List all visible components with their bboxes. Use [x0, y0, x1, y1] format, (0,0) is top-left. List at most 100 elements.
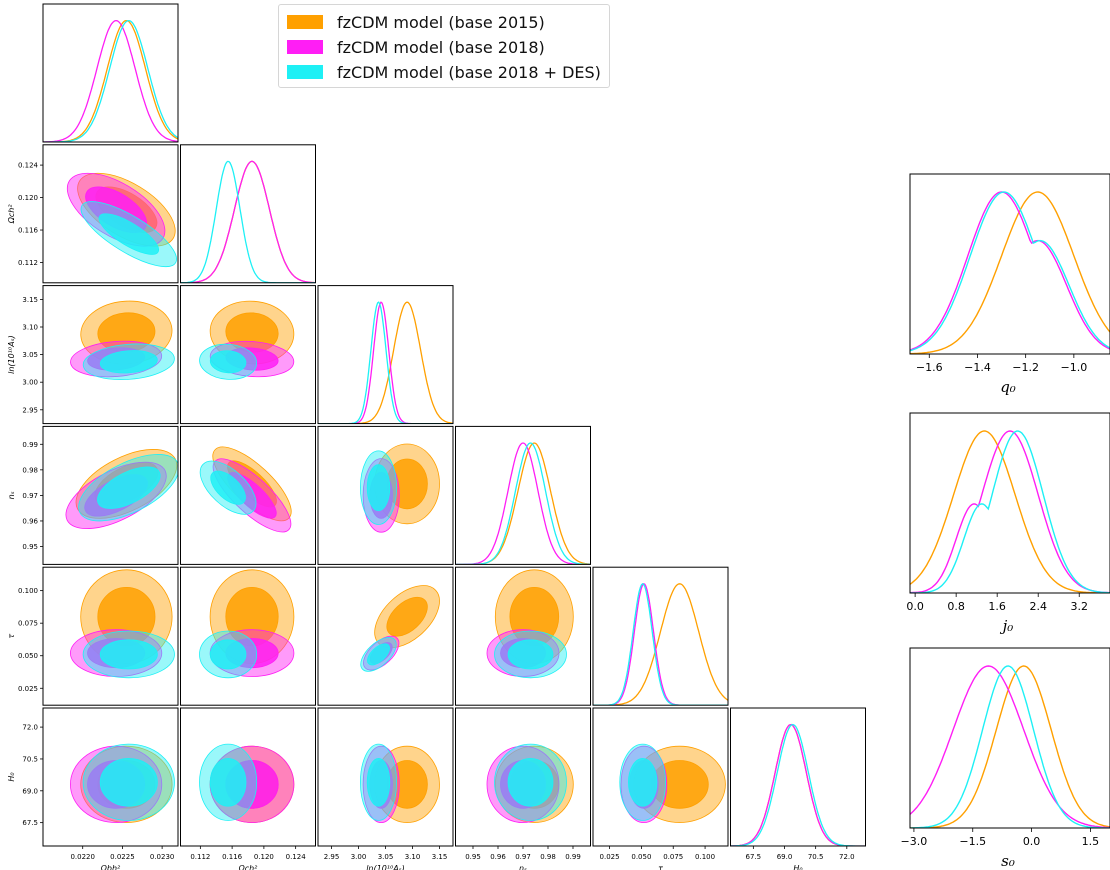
panel-content	[69, 569, 175, 679]
panel-ns-ns	[455, 425, 591, 565]
x-tick-label: 3.2	[1070, 600, 1088, 613]
panel-ns-tau	[455, 566, 591, 706]
panel-frame	[42, 144, 179, 284]
marginal-curve-base2018	[455, 442, 591, 565]
contour-68-base2018_DES	[99, 639, 158, 670]
panel-content	[359, 443, 440, 533]
panel-content	[318, 301, 453, 424]
legend-item-base2018-des: fzCDM model (base 2018 + DES)	[287, 61, 601, 83]
legend-swatch-magenta	[287, 40, 323, 54]
x-tick-label: 0.97	[515, 853, 531, 861]
x-tick-label: 2.95	[324, 853, 340, 861]
y-tick-label: 70.5	[22, 755, 38, 763]
panel-frame	[180, 425, 316, 565]
panel-frame	[730, 707, 866, 847]
panel-content	[199, 743, 295, 824]
x-tick-label: 0.0220	[70, 853, 95, 861]
contour-68-base2018_DES	[507, 757, 554, 807]
marginal-curve-base2018_DES	[43, 19, 178, 142]
panel-frame	[42, 707, 179, 847]
x-tick-label: −1.5	[959, 835, 986, 848]
panel-tau-tau	[592, 566, 729, 706]
y-tick-label: 0.050	[18, 652, 38, 660]
y-tick-label: 3.00	[22, 379, 38, 387]
x-tick-label: −1.2	[1012, 361, 1039, 374]
x-axis-label: H₀	[793, 864, 803, 870]
legend: fzCDM model (base 2015) fzCDM model (bas…	[278, 4, 610, 88]
panel-content	[66, 172, 177, 268]
x-tick-label: 0.100	[695, 853, 715, 861]
panel-omega_b-ns: 0.95 0.96 0.97 0.98 0.99 nₛ	[7, 425, 179, 565]
y-tick-label: 0.120	[18, 194, 38, 202]
marginal-curve-base2018	[43, 19, 178, 142]
y-tick-label: 69.0	[22, 787, 38, 795]
marginal-curve-base2018	[593, 583, 728, 706]
x-tick-label: 3.00	[351, 853, 367, 861]
derived-panel-s0: −3.0 −1.5 0.0 1.5 s₀	[901, 647, 1110, 870]
y-tick-label: 0.116	[18, 227, 39, 235]
derived-content	[910, 665, 1110, 828]
panel-frame	[42, 566, 179, 706]
y-tick-label: 0.025	[18, 685, 38, 693]
x-tick-label: 0.0	[906, 600, 924, 613]
contour-68-base2018_DES	[367, 643, 390, 666]
panel-omega_c-omega_c	[180, 144, 316, 284]
panel-content	[199, 446, 292, 533]
y-axis-label: Ωch²	[7, 204, 16, 225]
x-tick-label: −1.4	[964, 361, 991, 374]
derived-curve-base2015	[910, 430, 1110, 593]
y-tick-label: 0.124	[18, 162, 39, 170]
panel-frame	[317, 425, 454, 565]
panel-frame	[180, 566, 316, 706]
y-axis-label: τ	[7, 634, 16, 639]
y-tick-label: 2.95	[22, 406, 38, 414]
contour-68-base2018_DES	[507, 639, 554, 670]
x-tick-label: 70.5	[808, 853, 824, 861]
x-tick-label: 0.112	[190, 853, 210, 861]
y-tick-label: 0.99	[22, 441, 38, 449]
marginal-curve-base2018	[730, 723, 866, 846]
panel-content	[199, 569, 295, 679]
panel-omega_b-H0: 0.0220 0.0225 0.0230 Ωbh² 67.5 69.0 70.5 72.0 H₀	[7, 707, 179, 870]
panel-omega_c-tau	[180, 566, 316, 706]
derived-curve-base2018	[910, 665, 1110, 828]
marginal-curve-base2015	[593, 583, 728, 706]
x-tick-label: 67.5	[746, 853, 762, 861]
panel-omega_b-logA: 2.95 3.00 3.05 3.10 3.15 ln(10¹⁰Aₛ)	[7, 285, 179, 425]
contour-68-base2018_DES	[98, 213, 160, 255]
x-tick-label: 0.0230	[150, 853, 175, 861]
marginal-curve-base2018_DES	[180, 160, 316, 283]
derived-frame	[909, 647, 1110, 829]
panel-logA-ns	[317, 425, 454, 565]
derived-curve-base2018_DES	[910, 191, 1110, 352]
y-tick-label: 67.5	[22, 819, 38, 827]
y-axis-label: nₛ	[7, 491, 16, 499]
panel-omega_b-omega_b	[42, 3, 179, 143]
panel-content	[43, 19, 178, 142]
panel-content	[70, 300, 175, 381]
marginal-curve-base2015	[455, 442, 591, 565]
panel-logA-tau	[317, 566, 454, 706]
derived-curve-base2015	[910, 191, 1110, 354]
x-axis-label: j₀	[1000, 617, 1014, 635]
panel-content	[180, 160, 316, 283]
x-axis-label: ln(10¹⁰Aₛ)	[366, 864, 405, 870]
contour-68-base2018_DES	[97, 466, 161, 509]
x-tick-label: 3.15	[432, 853, 448, 861]
y-tick-label: 3.05	[22, 351, 38, 359]
panel-content	[593, 582, 728, 706]
marginal-curve-base2018	[180, 160, 316, 283]
x-tick-label: −1.0	[1060, 361, 1087, 374]
panel-content	[65, 449, 178, 530]
x-tick-label: 2.4	[1029, 600, 1047, 613]
panel-frame	[592, 707, 729, 847]
x-tick-label: 3.10	[405, 853, 421, 861]
x-tick-label: 0.0	[1023, 835, 1041, 848]
contour-68-base2018_DES	[210, 470, 246, 505]
marginal-curve-base2015	[730, 723, 866, 846]
y-axis-label: H₀	[7, 772, 16, 782]
x-axis-label: Ωch²	[238, 864, 259, 870]
derived-panel-q0: −1.6 −1.4 −1.2 −1.0 q₀	[909, 173, 1110, 396]
panel-tau-H0: 0.025 0.050 0.075 0.100 τ	[592, 707, 729, 870]
contour-68-base2018_DES	[99, 757, 158, 807]
